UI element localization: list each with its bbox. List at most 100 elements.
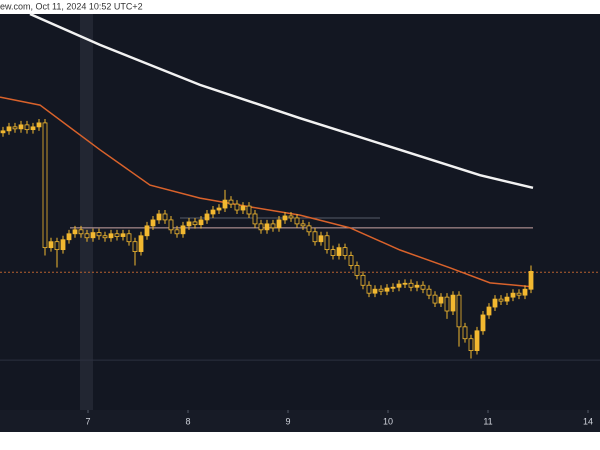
candle-body (186, 221, 192, 227)
candle-body (84, 233, 90, 239)
candle-body (360, 274, 366, 286)
candle-body (108, 233, 114, 239)
candle-body (210, 209, 216, 215)
candle-body (396, 283, 402, 288)
candle-body (48, 241, 54, 249)
candle-body (240, 205, 246, 211)
highlight-band (80, 14, 93, 410)
candle-body (120, 233, 126, 237)
candle-body (150, 219, 156, 227)
candle-body (168, 219, 174, 231)
candle-body (18, 124, 24, 130)
candle-body (198, 219, 204, 226)
candle-body (432, 294, 438, 304)
candle-body (252, 213, 258, 225)
candle-body (66, 233, 72, 241)
candle-body (450, 294, 456, 312)
candle-body (522, 288, 528, 296)
candle-body (42, 122, 48, 249)
candle-body (288, 215, 294, 219)
candle-body (114, 233, 120, 237)
candle-body (300, 223, 306, 227)
candle-body (528, 270, 534, 290)
candle-body (390, 286, 396, 289)
candle-body (276, 219, 282, 229)
x-tick-label: 9 (285, 416, 290, 426)
x-tick-label: 7 (85, 416, 90, 426)
moving-average (0, 96, 534, 288)
candle-body (504, 296, 510, 302)
candle-body (462, 326, 468, 340)
candle-body (54, 241, 60, 251)
candle-body (90, 232, 96, 239)
moving-average (29, 12, 534, 190)
candle-body (384, 287, 390, 292)
x-tick-label: 11 (483, 416, 492, 426)
candle-body (402, 282, 408, 285)
candle-body (366, 284, 372, 294)
candle-body (444, 296, 450, 312)
candle-body (264, 223, 270, 231)
candle-body (156, 213, 162, 221)
candle-body (102, 235, 108, 239)
candle-body (354, 265, 360, 276)
candle-body (480, 314, 486, 332)
candle-body (204, 213, 210, 221)
candle-body (180, 225, 186, 235)
candle-body (126, 233, 132, 243)
candle-body (294, 217, 300, 225)
candle-body (318, 235, 324, 243)
candle-body (78, 229, 84, 235)
candle-body (426, 288, 432, 296)
candle-body (12, 126, 18, 130)
candle-body (174, 229, 180, 235)
x-tick-label: 10 (383, 416, 393, 426)
candle-body (60, 239, 66, 251)
candle-body (336, 247, 342, 256)
candle-body (132, 241, 138, 252)
candle-body (456, 294, 462, 328)
candle-body (468, 338, 474, 352)
candle-body (72, 229, 78, 235)
candle-body (258, 223, 264, 231)
candle-body (144, 225, 150, 237)
candle-body (348, 255, 354, 266)
candle-body (342, 247, 348, 256)
candle-body (510, 292, 516, 298)
candle-body (492, 298, 498, 308)
candle-body (486, 306, 492, 316)
candle-body (330, 249, 336, 256)
candle-body (222, 199, 228, 209)
candle-body (282, 215, 288, 221)
candle-body (270, 223, 276, 229)
candle-body (30, 126, 36, 131)
candle-body (306, 225, 312, 233)
candle-body (0, 130, 6, 134)
candle-body (372, 288, 378, 294)
candle-body (414, 284, 420, 288)
x-tick-label: 14 (583, 416, 593, 426)
candle-body (216, 207, 222, 211)
header-strip (0, 0, 600, 14)
candle-body (324, 235, 330, 251)
candle-body (438, 296, 444, 304)
candle-body (24, 124, 30, 131)
x-axis-bar (0, 410, 600, 432)
watermark: iew.com, Oct 11, 2024 10:52 UTC+2 (0, 1, 143, 11)
candle-body (516, 292, 522, 296)
x-tick-label: 8 (185, 416, 190, 426)
candle-body (228, 199, 234, 205)
plot-area (0, 14, 600, 410)
candle-body (96, 232, 102, 237)
candle-body (192, 221, 198, 226)
candle-body (246, 205, 252, 215)
candle-body (234, 203, 240, 211)
candle-body (420, 284, 426, 290)
candle-body (408, 282, 414, 288)
candle-body (138, 235, 144, 252)
candle-body (498, 298, 504, 302)
candle-body (36, 122, 42, 128)
candle-body (6, 126, 12, 132)
